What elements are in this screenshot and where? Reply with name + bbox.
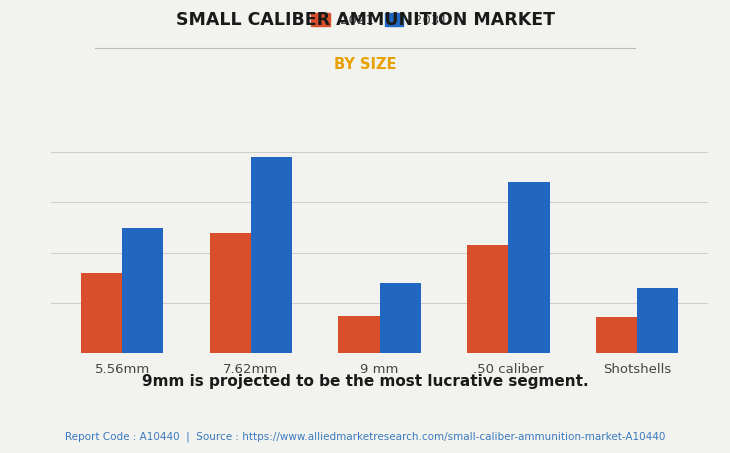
Bar (210, 232, 251, 353)
Bar (380, 283, 420, 353)
Text: 9mm is projected to be the most lucrative segment.: 9mm is projected to be the most lucrativ… (142, 374, 588, 389)
Bar (81, 273, 122, 353)
Legend: 2021, 2031: 2021, 2031 (306, 8, 453, 32)
Bar (596, 317, 637, 353)
Text: Report Code : A10440  |  Source : https://www.alliedmarketresearch.com/small-cal: Report Code : A10440 | Source : https://… (65, 431, 665, 442)
Text: SMALL CALIBER AMMUNITION MARKET: SMALL CALIBER AMMUNITION MARKET (175, 11, 555, 29)
Bar (467, 245, 508, 353)
Text: BY SIZE: BY SIZE (334, 57, 396, 72)
Bar (122, 227, 164, 353)
Bar (508, 182, 550, 353)
Bar (339, 316, 380, 353)
Bar (637, 288, 678, 353)
Bar (251, 157, 292, 353)
